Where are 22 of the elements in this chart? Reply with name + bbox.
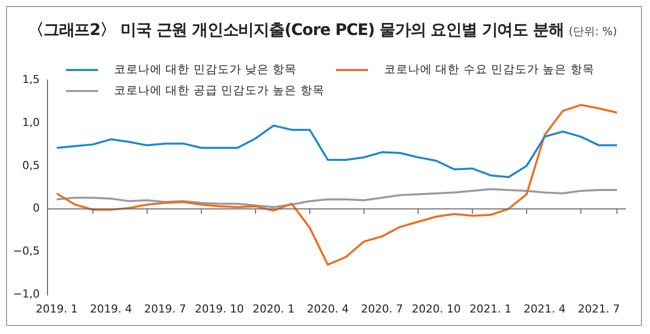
- y-tick-label: 1,5: [22, 72, 40, 86]
- y-tick-label: 0: [32, 202, 40, 215]
- y-tick-label: −0,5: [12, 244, 40, 258]
- x-tick-label: 2021. 7: [578, 302, 620, 316]
- y-tick-label: 0,5: [22, 158, 40, 172]
- x-tick-label: 2019. 4: [90, 302, 132, 316]
- x-tick-label: 2019. 1: [36, 302, 78, 316]
- legend-label: 코로나에 대한 민감도가 낮은 항목: [114, 62, 297, 77]
- legend-label: 코로나에 대한 수요 민감도가 높은 항목: [384, 62, 594, 77]
- x-tick-label: 2020. 7: [361, 302, 404, 316]
- y-tick-label: 1,0: [22, 116, 40, 129]
- y-tick-label: −1,0: [12, 288, 40, 301]
- x-tick-label: 2019. 10: [194, 302, 244, 316]
- x-tick-label: 2021. 1: [469, 302, 512, 316]
- x-tick-label: 2021. 4: [524, 302, 566, 316]
- chart-title: 〈그래프2〉 미국 근원 개인소비지출(Core PCE) 물가의 요인별 기여도 분해: [28, 20, 564, 39]
- x-tick-label: 2020. 10: [412, 302, 461, 316]
- chart-subtitle: (단위: %): [568, 25, 618, 38]
- x-tick-label: 2020. 1: [252, 302, 295, 316]
- x-tick-label: 2019. 7: [144, 302, 186, 316]
- legend-label: 코로나에 대한 공급 민감도가 높은 항목: [114, 83, 324, 98]
- x-tick-label: 2020. 4: [306, 302, 349, 316]
